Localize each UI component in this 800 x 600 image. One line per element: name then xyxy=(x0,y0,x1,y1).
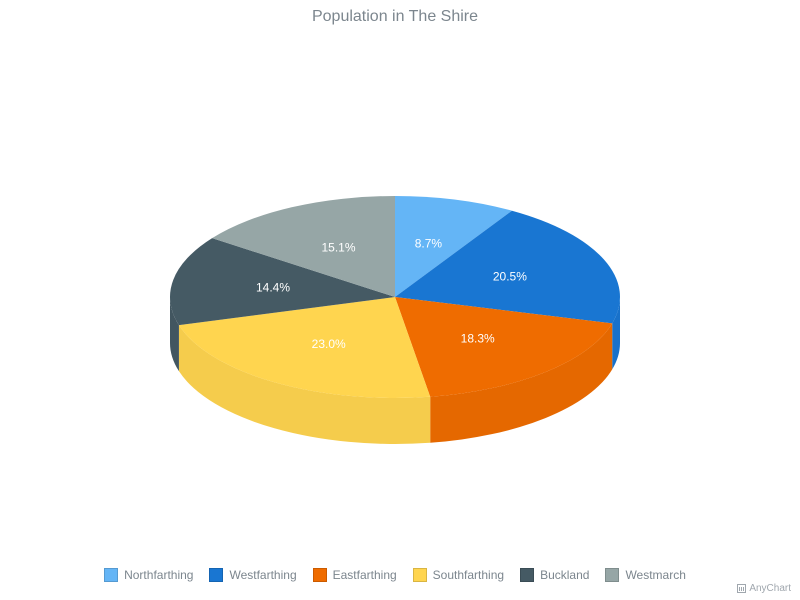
slice-label-westfarthing: 20.5% xyxy=(493,269,527,283)
legend-item-westmarch[interactable]: Westmarch xyxy=(605,568,686,582)
legend-item-southfarthing[interactable]: Southfarthing xyxy=(412,568,505,582)
legend-item-northfarthing[interactable]: Northfarthing xyxy=(104,568,193,582)
legend-label: Northfarthing xyxy=(124,568,194,582)
credits-label: AnyChart xyxy=(749,583,791,594)
legend-swatch xyxy=(209,568,224,582)
slice-label-northfarthing: 8.7% xyxy=(415,237,443,251)
legend-label: Westmarch xyxy=(625,568,686,582)
legend-label: Southfarthing xyxy=(432,568,505,582)
legend-swatch xyxy=(104,568,119,582)
slice-eastfarthing[interactable] xyxy=(395,297,613,397)
anychart-logo-icon xyxy=(737,584,747,593)
slice-southfarthing[interactable] xyxy=(178,297,431,398)
legend-label: Buckland xyxy=(540,568,590,582)
legend-label: Eastfarthing xyxy=(332,568,397,582)
legend-swatch xyxy=(605,568,620,582)
slice-buckland[interactable] xyxy=(170,238,395,326)
legend-label: Westfarthing xyxy=(229,568,297,582)
legend-swatch xyxy=(520,568,535,582)
slice-side-westfarthing[interactable] xyxy=(612,297,620,370)
credits[interactable]: AnyChart xyxy=(737,583,791,594)
slice-label-buckland: 14.4% xyxy=(256,281,290,295)
slice-side-southfarthing[interactable] xyxy=(178,325,431,445)
legend-swatch xyxy=(412,568,427,582)
slice-label-southfarthing: 23.0% xyxy=(312,337,346,351)
slice-side-buckland[interactable] xyxy=(170,297,179,372)
legend-swatch xyxy=(312,568,327,582)
legend-item-buckland[interactable]: Buckland xyxy=(520,568,589,582)
slice-westmarch[interactable] xyxy=(212,196,395,297)
legend-item-eastfarthing[interactable]: Eastfarthing xyxy=(312,568,397,582)
slice-side-eastfarthing[interactable] xyxy=(430,323,613,443)
slice-westfarthing[interactable] xyxy=(395,210,620,324)
slice-label-eastfarthing: 18.3% xyxy=(461,331,495,345)
slice-northfarthing[interactable] xyxy=(395,196,512,297)
chart-title: Population in The Shire xyxy=(311,8,479,25)
legend: Northfarthing Westfarthing Eastfarthing Sou… xyxy=(0,568,790,582)
slice-label-westmarch: 15.1% xyxy=(321,241,355,255)
legend-item-westfarthing[interactable]: Westfarthing xyxy=(209,568,297,582)
